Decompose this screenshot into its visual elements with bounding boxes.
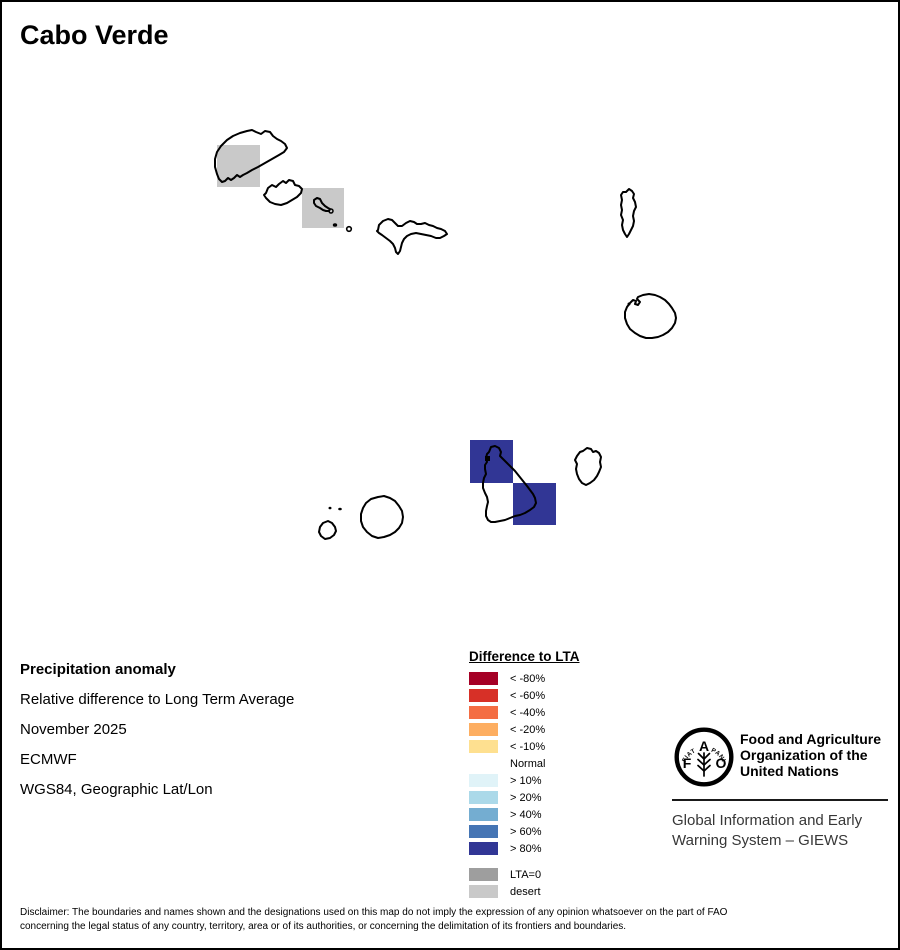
legend-title: Difference to LTA (469, 649, 580, 664)
legend-label: > 10% (510, 774, 542, 787)
island-santo-antao (214, 129, 288, 183)
island-sao-nicolau (376, 218, 448, 255)
legend-swatch (469, 740, 498, 753)
island-outlines (214, 129, 677, 540)
disclaimer: Disclaimer: The boundaries and names sho… (20, 906, 727, 933)
legend: Difference to LTA < -80% < -60% < -40% <… (469, 649, 580, 900)
island-sao-vicente (263, 179, 303, 206)
island-santiago (482, 445, 537, 523)
legend-row: > 20% (469, 789, 580, 806)
legend-row: < -20% (469, 721, 580, 738)
legend-row: > 10% (469, 772, 580, 789)
island-sal (620, 188, 637, 238)
fao-logo-icon: A F O FIAT PANIS (674, 727, 734, 787)
legend-label: > 40% (510, 808, 542, 821)
legend-swatch (469, 791, 498, 804)
disclaimer-line: Disclaimer: The boundaries and names sho… (20, 907, 728, 918)
island-boa-vista (624, 293, 677, 339)
info-period: November 2025 (20, 721, 127, 738)
islet-ring (328, 208, 334, 214)
page-title: Cabo Verde (20, 20, 169, 50)
islet-brava-dot-2 (338, 507, 342, 511)
fao-org-name: Food and Agriculture Organization of the… (740, 731, 881, 779)
svg-text:A: A (699, 738, 709, 754)
legend-label: > 80% (510, 842, 542, 855)
disclaimer-line: concerning the legal status of any count… (20, 920, 627, 932)
legend-label: > 20% (510, 791, 542, 804)
legend-label: < -60% (510, 689, 546, 702)
legend-row-normal: Normal (469, 755, 580, 772)
legend-row: < -60% (469, 687, 580, 704)
giews-line: Global Information and Early (672, 812, 863, 829)
island-fogo (360, 495, 404, 539)
legend-row: < -80% (469, 670, 580, 687)
fao-org-line: Food and Agriculture (740, 731, 882, 747)
legend-label: < -10% (510, 740, 546, 753)
legend-label: > 60% (510, 825, 542, 838)
legend-swatch (469, 672, 498, 685)
svg-text:O: O (716, 755, 727, 771)
info-heading: Precipitation anomaly (20, 661, 176, 678)
legend-row: < -40% (469, 704, 580, 721)
legend-swatch (469, 757, 498, 770)
legend-swatch (469, 825, 498, 838)
legend-row: < -10% (469, 738, 580, 755)
legend-label: < -20% (510, 723, 546, 736)
island-santa-luzia (313, 197, 331, 212)
legend-row-lta0: LTA=0 (469, 866, 580, 883)
info-source: ECMWF (20, 751, 77, 768)
anomaly-cells-layer (217, 145, 556, 525)
legend-swatch (469, 706, 498, 719)
legend-row: > 60% (469, 823, 580, 840)
legend-label: < -40% (510, 706, 546, 719)
legend-row: > 80% (469, 840, 580, 857)
fao-org-line: Organization of the (740, 747, 868, 763)
legend-swatch (469, 808, 498, 821)
legend-swatch (469, 842, 498, 855)
legend-row: > 40% (469, 806, 580, 823)
legend-swatch (469, 885, 498, 898)
islet-raso (345, 225, 353, 233)
legend-label: < -80% (510, 672, 546, 685)
info-subtitle: Relative difference to Long Term Average (20, 691, 295, 708)
legend-label: desert (510, 885, 541, 898)
giews-label: Global Information and Early Warning Sys… (672, 811, 862, 851)
islet-brava-dot-1 (328, 506, 332, 510)
giews-line: Warning System – GIEWS (672, 832, 849, 849)
fao-separator-line (672, 799, 888, 801)
legend-swatch (469, 774, 498, 787)
santiago-blob (485, 456, 490, 461)
islet-boa-vista-dot (627, 302, 631, 306)
legend-label: LTA=0 (510, 868, 542, 881)
map-info-block: Precipitation anomaly Relative differenc… (20, 655, 294, 805)
legend-swatch (469, 689, 498, 702)
svg-text:F: F (683, 755, 692, 771)
island-brava (318, 520, 337, 540)
legend-label: Normal (510, 757, 546, 770)
info-projection: WGS84, Geographic Lat/Lon (20, 781, 213, 798)
legend-swatch (469, 723, 498, 736)
island-maio (574, 447, 602, 486)
islet-branco (332, 223, 338, 227)
legend-swatch (469, 868, 498, 881)
anomaly-cell (302, 188, 344, 228)
legend-row-desert: desert (469, 883, 580, 900)
anomaly-cell (217, 145, 260, 187)
fao-org-line: United Nations (740, 763, 839, 779)
